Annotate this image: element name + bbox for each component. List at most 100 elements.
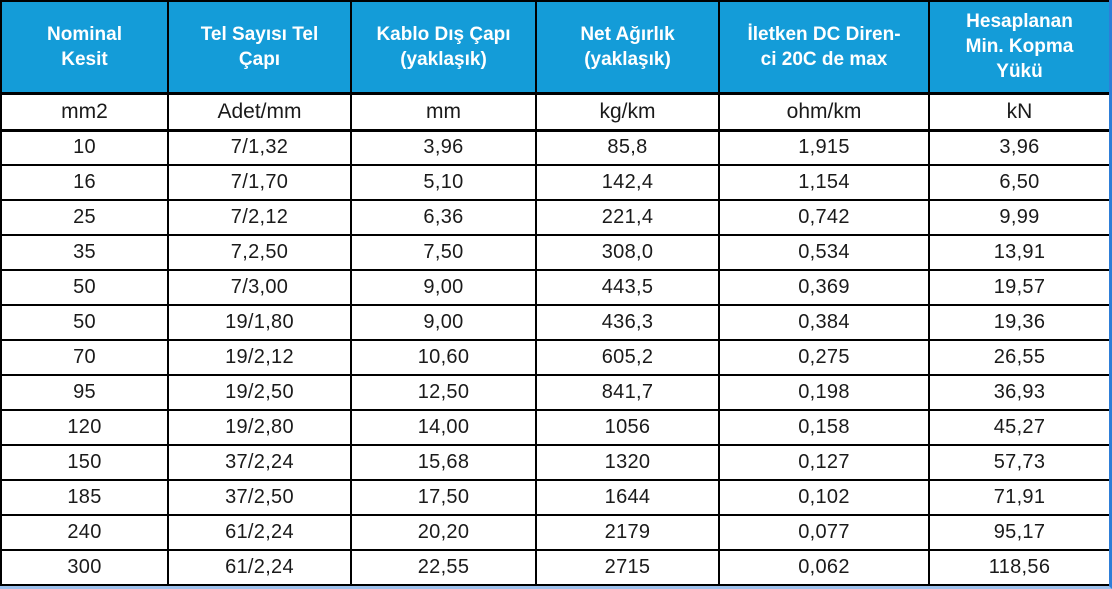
table-cell: 19/2,80	[167, 408, 352, 446]
table-cell: 185	[0, 478, 169, 516]
table-cell: 95,17	[928, 513, 1109, 551]
table-cell: 0,158	[718, 408, 930, 446]
table-cell: 10	[0, 129, 169, 167]
table-cell: 7/3,00	[167, 269, 352, 307]
table-cell: 9,99	[928, 199, 1109, 237]
unit-cell: mm2	[0, 91, 169, 132]
table-cell: 10,60	[350, 339, 537, 376]
units-row: mm2 Adet/mm mm kg/km ohm/km kN	[0, 91, 1109, 132]
table-cell: 1,154	[718, 164, 930, 202]
table-cell: 0,077	[718, 513, 930, 551]
table-cell: 22,55	[350, 548, 537, 586]
table-cell: 6,36	[350, 199, 537, 237]
table-row: 95 19/2,50 12,50 841,7 0,198 36,93	[0, 374, 1109, 411]
table-row: 10 7/1,32 3,96 85,8 1,915 3,96	[0, 129, 1109, 167]
header-nominal-kesit: Nominal Kesit	[0, 0, 169, 95]
table-cell: 0,275	[718, 339, 930, 376]
table-cell: 15,68	[350, 443, 537, 481]
table-cell: 3,96	[928, 129, 1109, 167]
unit-cell: kN	[928, 91, 1109, 132]
table-row: 16 7/1,70 5,10 142,4 1,154 6,50	[0, 164, 1109, 202]
table-cell: 436,3	[535, 304, 720, 342]
table-cell: 7/1,70	[167, 164, 352, 202]
table-cell: 50	[0, 304, 169, 342]
table-cell: 5,10	[350, 164, 537, 202]
table-cell: 0,369	[718, 269, 930, 307]
table-cell: 1,915	[718, 129, 930, 167]
table-cell: 240	[0, 513, 169, 551]
table-cell: 9,00	[350, 304, 537, 342]
table-cell: 0,102	[718, 478, 930, 516]
table-cell: 19/2,50	[167, 374, 352, 411]
table-cell: 605,2	[535, 339, 720, 376]
table-cell: 3,96	[350, 129, 537, 167]
table-row: 150 37/2,24 15,68 1320 0,127 57,73	[0, 443, 1109, 481]
header-row: Nominal Kesit Tel Sayısı Tel Çapı Kablo …	[0, 0, 1109, 95]
table-row: 120 19/2,80 14,00 1056 0,158 45,27	[0, 408, 1109, 446]
table-cell: 7/2,12	[167, 199, 352, 237]
table-row: 240 61/2,24 20,20 2179 0,077 95,17	[0, 513, 1109, 551]
unit-cell: mm	[350, 91, 537, 132]
table-cell: 120	[0, 408, 169, 446]
table-cell: 35	[0, 234, 169, 272]
table-body: mm2 Adet/mm mm kg/km ohm/km kN 10 7/1,32 3…	[0, 91, 1109, 586]
table-cell: 61/2,24	[167, 513, 352, 551]
table-row: 50 7/3,00 9,00 443,5 0,369 19,57	[0, 269, 1109, 307]
table-cell: 37/2,24	[167, 443, 352, 481]
table-row: 70 19/2,12 10,60 605,2 0,275 26,55	[0, 339, 1109, 376]
table-row: 35 7,2,50 7,50 308,0 0,534 13,91	[0, 234, 1109, 272]
table-cell: 19/2,12	[167, 339, 352, 376]
table-cell: 0,534	[718, 234, 930, 272]
table-cell: 443,5	[535, 269, 720, 307]
table-cell: 19,57	[928, 269, 1109, 307]
table-cell: 6,50	[928, 164, 1109, 202]
table-cell: 1320	[535, 443, 720, 481]
header-tel-sayisi-tel-capi: Tel Sayısı Tel Çapı	[167, 0, 352, 95]
table-cell: 7/1,32	[167, 129, 352, 167]
table-cell: 16	[0, 164, 169, 202]
header-net-agirlik: Net Ağırlık (yaklaşık)	[535, 0, 720, 95]
table-cell: 118,56	[928, 548, 1109, 586]
table-cell: 221,4	[535, 199, 720, 237]
table-cell: 17,50	[350, 478, 537, 516]
table-header: Nominal Kesit Tel Sayısı Tel Çapı Kablo …	[0, 0, 1109, 95]
table-cell: 12,50	[350, 374, 537, 411]
unit-cell: kg/km	[535, 91, 720, 132]
table-cell: 308,0	[535, 234, 720, 272]
table-row: 25 7/2,12 6,36 221,4 0,742 9,99	[0, 199, 1109, 237]
table-cell: 0,062	[718, 548, 930, 586]
table-cell: 95	[0, 374, 169, 411]
table-cell: 45,27	[928, 408, 1109, 446]
table-row: 50 19/1,80 9,00 436,3 0,384 19,36	[0, 304, 1109, 342]
table-cell: 37/2,50	[167, 478, 352, 516]
table-cell: 1056	[535, 408, 720, 446]
table-cell: 13,91	[928, 234, 1109, 272]
table-cell: 50	[0, 269, 169, 307]
table-cell: 20,20	[350, 513, 537, 551]
table-cell: 1644	[535, 478, 720, 516]
table-cell: 150	[0, 443, 169, 481]
table-cell: 841,7	[535, 374, 720, 411]
table-cell: 19,36	[928, 304, 1109, 342]
header-kablo-dis-capi: Kablo Dış Çapı (yaklaşık)	[350, 0, 537, 95]
header-hesaplanan-min-kopma-yuku: Hesaplanan Min. Kopma Yükü	[928, 0, 1109, 95]
table-cell: 14,00	[350, 408, 537, 446]
table-cell: 2179	[535, 513, 720, 551]
table-cell: 9,00	[350, 269, 537, 307]
table-cell: 0,127	[718, 443, 930, 481]
table-cell: 70	[0, 339, 169, 376]
table-cell: 19/1,80	[167, 304, 352, 342]
table-row: 300 61/2,24 22,55 2715 0,062 118,56	[0, 548, 1109, 586]
unit-cell: ohm/km	[718, 91, 930, 132]
table-cell: 0,198	[718, 374, 930, 411]
table-cell: 25	[0, 199, 169, 237]
table-cell: 2715	[535, 548, 720, 586]
table-cell: 26,55	[928, 339, 1109, 376]
table-cell: 142,4	[535, 164, 720, 202]
table-cell: 300	[0, 548, 169, 586]
table-cell: 85,8	[535, 129, 720, 167]
table-cell: 57,73	[928, 443, 1109, 481]
table-cell: 0,742	[718, 199, 930, 237]
